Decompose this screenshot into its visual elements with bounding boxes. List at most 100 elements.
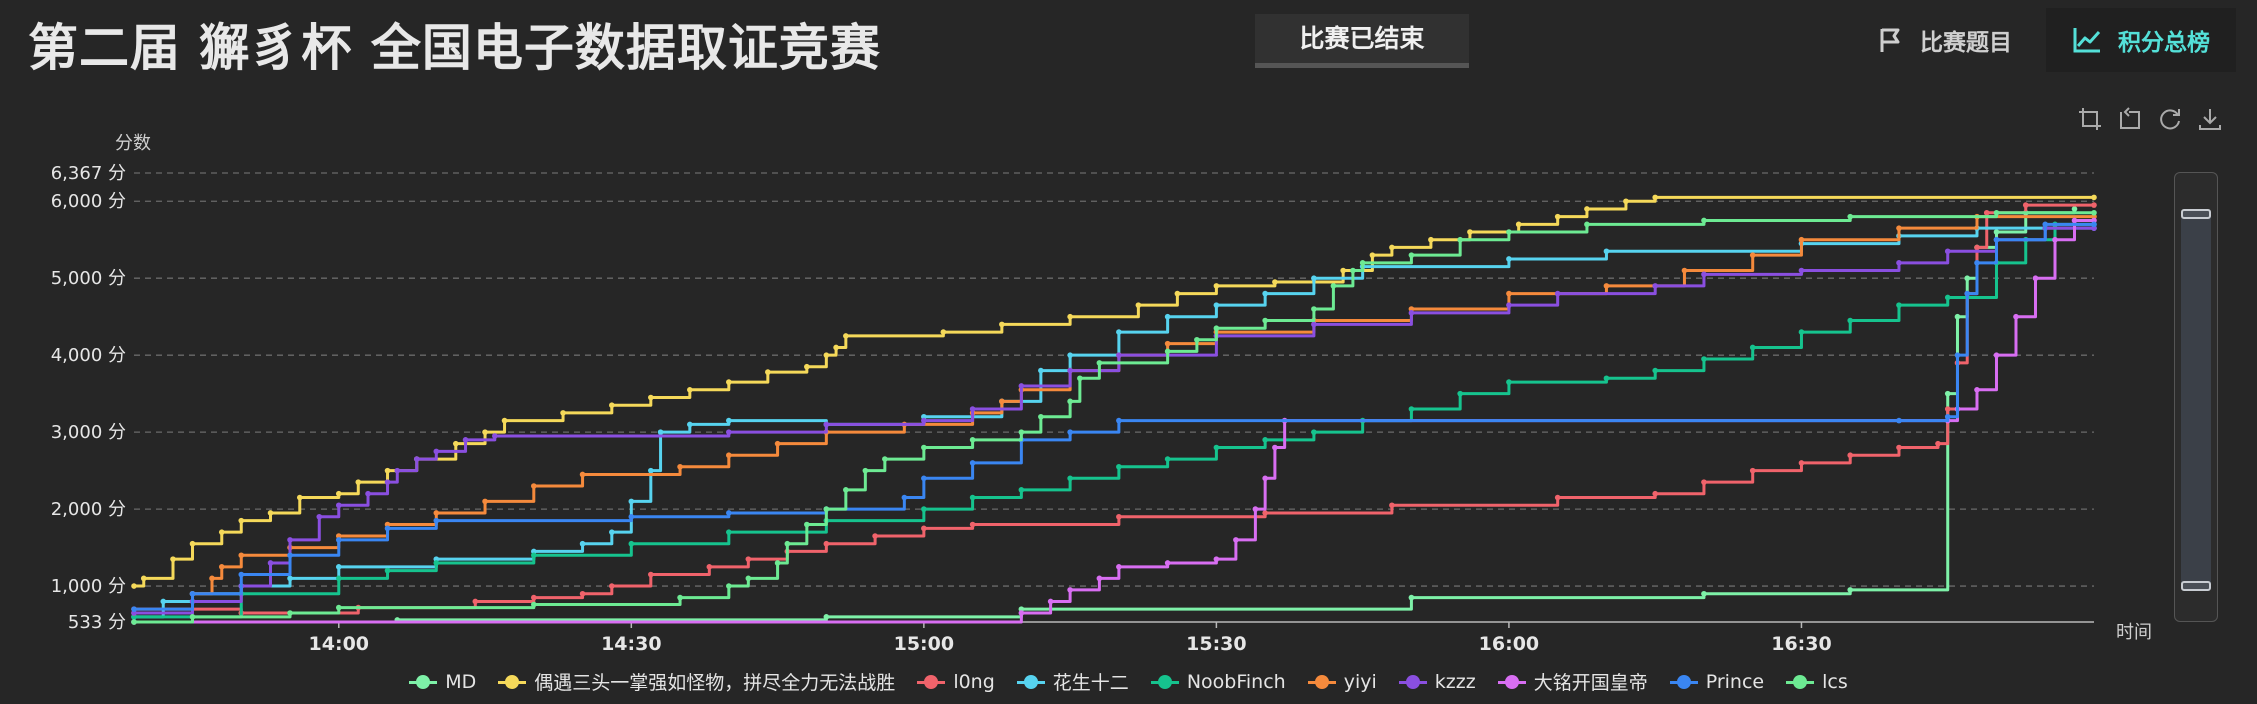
data-point (726, 583, 732, 589)
data-point (1116, 564, 1122, 570)
zoom-select-icon[interactable] (2077, 106, 2103, 132)
data-point (969, 460, 976, 466)
data-zoom-handle-top[interactable] (2181, 209, 2211, 219)
nav-scoreboard-link[interactable]: 积分总榜 (2046, 8, 2236, 72)
legend-item[interactable]: Prince (1669, 668, 1765, 695)
data-point (921, 475, 927, 482)
legend-marker (1016, 674, 1045, 689)
legend-item[interactable]: kzzz (1398, 668, 1476, 695)
data-point (648, 467, 654, 474)
data-point (287, 575, 293, 582)
nav-problems-link[interactable]: 比赛题目 (1878, 8, 2012, 72)
data-point (1174, 290, 1181, 297)
data-point (969, 437, 976, 443)
data-zoom-slider[interactable] (2174, 172, 2218, 622)
legend-marker (1150, 674, 1179, 689)
data-point (921, 413, 927, 420)
data-point (628, 498, 635, 505)
data-point (921, 417, 927, 424)
data-point (1749, 467, 1756, 474)
legend-item[interactable]: lcs (1786, 668, 1848, 695)
data-point (1896, 417, 1902, 424)
legend-item[interactable]: 大铭开国皇帝 (1497, 668, 1648, 695)
legend-item[interactable]: yiyi (1307, 668, 1377, 695)
data-point (1038, 367, 1044, 374)
data-point (628, 540, 635, 547)
data-point (1262, 510, 1268, 516)
data-point (1408, 252, 1415, 258)
legend-item[interactable]: 偶遇三头一掌强如怪物，拼尽全力无法战胜 (498, 668, 895, 695)
y-tick-label: 6,000 分 (51, 191, 126, 212)
data-point (745, 575, 752, 582)
chart-line-icon (2073, 28, 2101, 53)
data-point (335, 490, 342, 497)
data-point (131, 610, 137, 616)
data-point (209, 575, 215, 582)
data-point (1164, 348, 1171, 355)
data-point (1749, 252, 1756, 258)
data-point (1993, 229, 2000, 235)
nav-scores-label: 积分总榜 (2118, 30, 2210, 56)
legend-item[interactable]: l0ng (917, 668, 995, 695)
data-point (1603, 283, 1610, 289)
legend-item[interactable]: NoobFinch (1150, 668, 1286, 695)
data-point (1047, 598, 1054, 605)
data-point (560, 410, 566, 416)
data-point (531, 483, 537, 489)
series-line-NoobFinch (134, 222, 2094, 619)
data-point (1701, 479, 1707, 485)
data-point (1993, 236, 2000, 243)
data-point (833, 344, 839, 351)
data-point (1944, 406, 1951, 412)
data-point (335, 533, 342, 539)
data-point (1584, 206, 1590, 212)
data-point (1681, 267, 1688, 274)
data-point (843, 333, 849, 339)
data-point (1311, 321, 1317, 328)
data-point (384, 479, 391, 485)
data-point (287, 537, 293, 543)
data-zoom-handle-bottom[interactable] (2181, 581, 2211, 591)
data-point (2013, 313, 2019, 320)
data-point (1252, 506, 1259, 512)
data-point (1164, 313, 1171, 320)
data-point (687, 387, 693, 393)
data-point (296, 494, 303, 501)
data-point (823, 421, 830, 428)
data-point (1515, 221, 1522, 228)
legend-label: Prince (1705, 670, 1765, 693)
data-point (1798, 460, 1805, 466)
data-point (1993, 209, 2000, 216)
data-point (1701, 356, 1707, 362)
legend-item[interactable]: 花生十二 (1016, 668, 1129, 695)
download-icon[interactable] (2197, 106, 2223, 132)
data-point (1701, 590, 1707, 597)
data-point (969, 406, 976, 412)
data-point (384, 521, 391, 528)
data-point (1506, 302, 1512, 308)
data-point (1018, 429, 1025, 435)
data-point (1096, 360, 1103, 366)
data-point (433, 510, 440, 516)
data-point (433, 556, 440, 562)
data-point (862, 467, 869, 474)
data-point (1067, 475, 1073, 482)
legend-item[interactable]: MD (409, 668, 476, 695)
restore-icon[interactable] (2157, 106, 2183, 132)
data-point (1262, 437, 1268, 443)
data-point (316, 513, 323, 520)
series-line-Prince (134, 222, 2094, 611)
data-point (1506, 229, 1512, 235)
data-point (1506, 256, 1512, 262)
data-point (170, 556, 176, 562)
data-point (1116, 417, 1122, 424)
zoom-reset-icon[interactable] (2117, 106, 2143, 132)
data-point (1077, 375, 1083, 382)
data-point (1896, 260, 1902, 266)
data-point (921, 444, 927, 451)
data-point (131, 614, 137, 620)
flag-icon (1880, 28, 1900, 52)
competition-status-tab[interactable]: 比赛已结束 (1255, 14, 1469, 68)
data-point (238, 571, 245, 578)
